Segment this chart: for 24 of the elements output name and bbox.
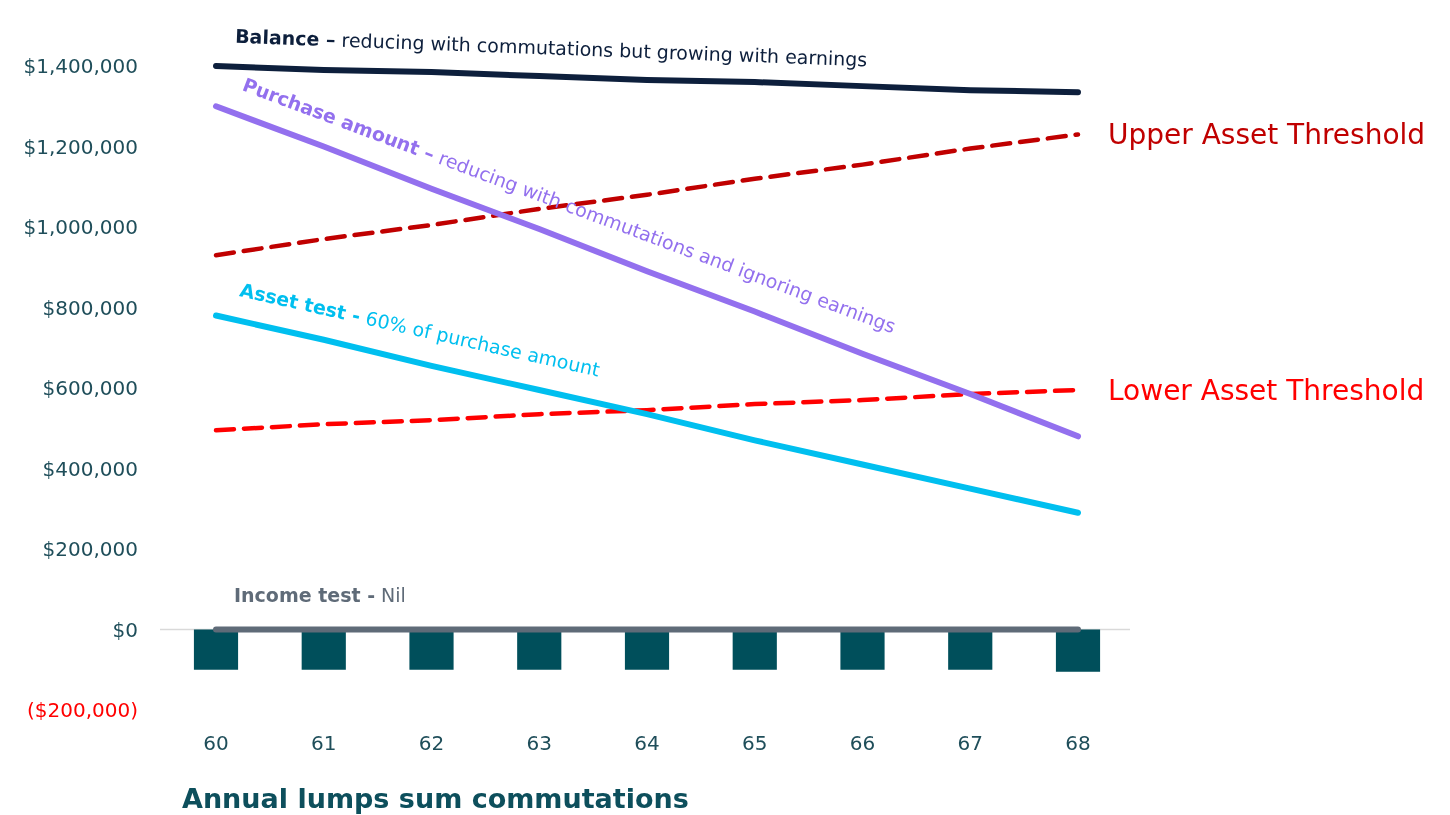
y-tick-label: $1,400,000 [23, 54, 138, 78]
y-tick-label: $1,000,000 [23, 215, 138, 239]
y-tick-label: $400,000 [42, 456, 138, 481]
x-tick-label: 66 [849, 731, 876, 755]
y-tick-label: ($200,000) [26, 698, 138, 722]
series-label: Income test - Nil [234, 583, 406, 606]
x-tick-label: 62 [418, 731, 445, 755]
y-tick-label: $0 [112, 617, 138, 642]
series-label: Upper Asset Threshold [1108, 118, 1426, 152]
x-axis-title: Annual lumps sum commutations [182, 783, 689, 814]
series-label: Lower Asset Threshold [1108, 374, 1425, 408]
y-tick-label: $600,000 [42, 376, 138, 400]
x-tick-label: 64 [634, 731, 660, 755]
text: Asset test - 60% of purchase amount [237, 278, 602, 381]
x-tick-label: 65 [742, 731, 768, 755]
series-label: Balance – reducing with commutations but growing with earnings [234, 24, 868, 71]
x-tick-label: 63 [526, 731, 552, 755]
x-tick-label: 68 [1065, 731, 1091, 755]
x-tick-label: 60 [203, 731, 229, 755]
y-tick-label: $1,200,000 [23, 134, 138, 159]
x-tick-label: 67 [957, 731, 983, 755]
y-tick-label: $800,000 [42, 295, 138, 320]
x-tick-label: 61 [311, 731, 337, 755]
y-tick-label: $200,000 [42, 537, 138, 561]
